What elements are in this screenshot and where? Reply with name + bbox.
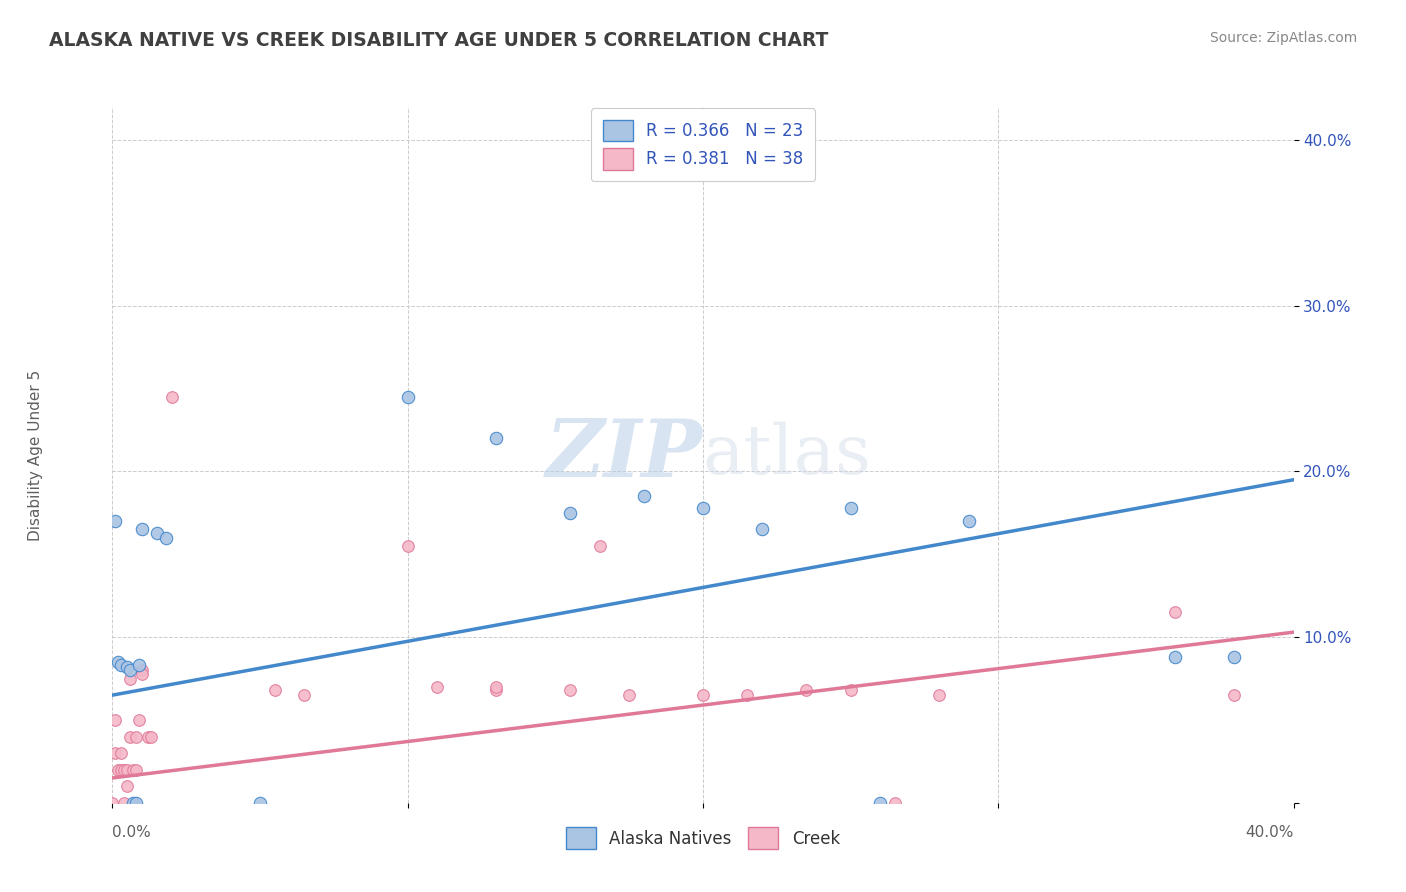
Point [155, 531, 177, 545]
Point [117, 779, 138, 793]
Point [131, 523, 153, 537]
Point [588, 539, 610, 553]
Point [884, 796, 907, 810]
Point [957, 514, 980, 528]
Text: Disability Age Under 5: Disability Age Under 5 [28, 369, 42, 541]
Point [692, 688, 714, 702]
Point [558, 683, 582, 698]
Text: atlas: atlas [703, 422, 872, 488]
Text: ZIP: ZIP [546, 417, 703, 493]
Point [146, 525, 169, 540]
Point [131, 666, 153, 681]
Point [104, 713, 127, 727]
Point [117, 763, 138, 777]
Point [396, 539, 419, 553]
Point [125, 730, 148, 744]
Point [692, 500, 714, 515]
Point [160, 390, 183, 404]
Point [485, 431, 508, 445]
Point [619, 688, 641, 702]
Point [112, 763, 135, 777]
Point [839, 500, 862, 515]
Point [122, 763, 145, 777]
Point [136, 730, 159, 744]
Point [737, 688, 759, 702]
Point [292, 688, 315, 702]
Point [396, 390, 419, 404]
Point [125, 763, 148, 777]
Point [1164, 605, 1187, 619]
Point [426, 680, 449, 694]
Point [104, 746, 127, 760]
Point [112, 796, 135, 810]
Point [120, 672, 142, 686]
Point [107, 655, 129, 669]
Text: 40.0%: 40.0% [1246, 825, 1294, 840]
Point [117, 660, 138, 674]
Point [1164, 650, 1187, 665]
Point [104, 514, 127, 528]
Point [249, 796, 271, 810]
Point [264, 683, 287, 698]
Text: ALASKA NATIVE VS CREEK DISABILITY AGE UNDER 5 CORRELATION CHART: ALASKA NATIVE VS CREEK DISABILITY AGE UN… [49, 31, 828, 50]
Point [485, 680, 508, 694]
Point [120, 730, 142, 744]
Point [125, 796, 148, 810]
Point [558, 506, 582, 520]
Point [869, 796, 891, 810]
Point [1223, 688, 1246, 702]
Point [139, 730, 162, 744]
Point [131, 663, 153, 677]
Text: Source: ZipAtlas.com: Source: ZipAtlas.com [1209, 31, 1357, 45]
Point [839, 683, 862, 698]
Point [122, 796, 145, 810]
Point [110, 763, 132, 777]
Legend: Alaska Natives, Creek: Alaska Natives, Creek [554, 816, 852, 861]
Point [128, 713, 150, 727]
Point [751, 523, 773, 537]
Point [1223, 650, 1246, 665]
Point [110, 658, 132, 673]
Point [120, 663, 142, 677]
Point [101, 796, 124, 810]
Point [633, 489, 655, 503]
Point [110, 746, 132, 760]
Point [796, 683, 818, 698]
Text: 0.0%: 0.0% [112, 825, 152, 840]
Point [107, 763, 129, 777]
Point [485, 683, 508, 698]
Point [928, 688, 950, 702]
Point [128, 658, 150, 673]
